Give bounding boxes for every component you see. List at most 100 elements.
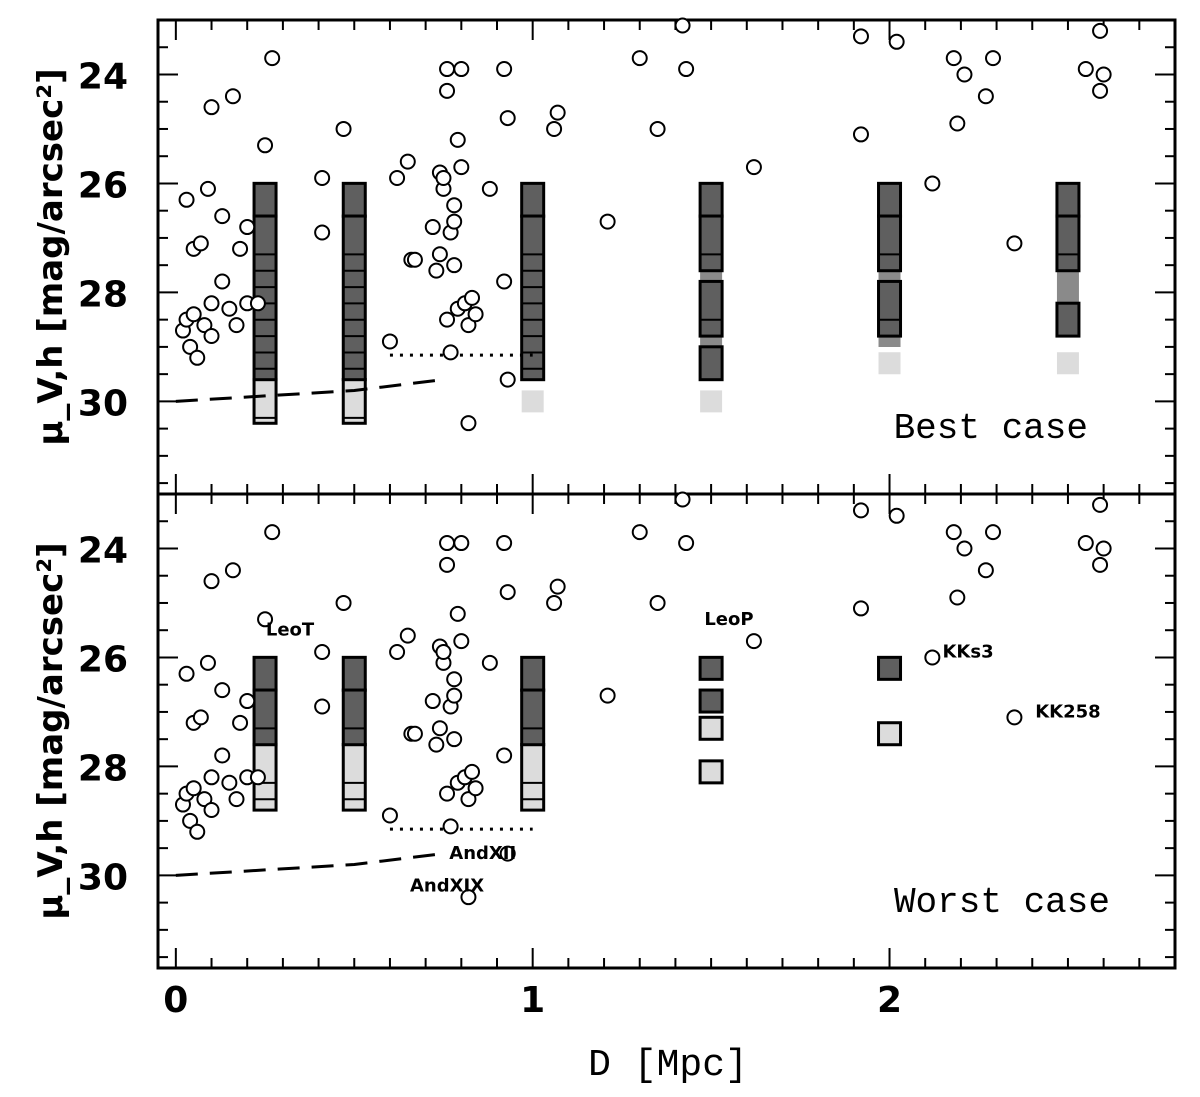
limit-box-dark [877, 279, 903, 338]
galaxy-point [467, 780, 484, 797]
limit-box-light [521, 390, 544, 413]
limit-box-dark [1055, 214, 1081, 273]
y-axis-label: μ_V,h [mag/arcsec²] [31, 542, 71, 919]
galaxy-point [499, 845, 516, 862]
galaxy-point [464, 289, 481, 306]
galaxy-point [446, 213, 463, 230]
galaxy-point [1092, 22, 1109, 39]
galaxy-point [446, 197, 463, 214]
limit-box-light [341, 743, 367, 812]
galaxy-point [381, 807, 398, 824]
galaxy-point [314, 644, 331, 660]
galaxy-point [257, 611, 274, 628]
galaxy-point [314, 170, 331, 186]
galaxy-point [224, 562, 241, 579]
galaxy-point [185, 780, 202, 797]
limit-box-dark [698, 214, 724, 273]
galaxy-point [228, 317, 245, 334]
galaxy-point [649, 594, 666, 611]
galaxy-point [499, 584, 516, 601]
limit-box-light [1056, 352, 1079, 375]
galaxy-point [985, 50, 1002, 67]
galaxy-point [924, 175, 941, 192]
galaxy-point [631, 524, 648, 541]
galaxy-point [196, 791, 213, 808]
galaxy-point [852, 502, 869, 519]
galaxy-point [178, 191, 195, 208]
galaxy-point [178, 665, 195, 682]
galaxy-point [314, 224, 331, 241]
y-tick-label: 30 [78, 857, 128, 898]
y-tick-label: 30 [78, 383, 128, 424]
galaxy-point [442, 344, 459, 361]
galaxy-label: KK258 [1035, 701, 1100, 722]
galaxy-point [232, 714, 249, 731]
galaxy-point [424, 693, 441, 710]
galaxy-point [199, 654, 216, 671]
galaxy-point [977, 562, 994, 579]
galaxy-point [481, 654, 498, 671]
galaxy-point [399, 153, 416, 170]
galaxy-point [1092, 496, 1109, 513]
y-tick-label: 28 [78, 274, 128, 315]
galaxy-point [221, 774, 238, 791]
galaxy-point [745, 159, 762, 176]
dashed-limit-line [175, 852, 444, 877]
galaxy-point [257, 137, 274, 154]
limit-box-dark [698, 688, 724, 714]
galaxy-point [406, 251, 423, 268]
x-axis-label: D [Mpc] [588, 1044, 748, 1087]
galaxy-point [314, 698, 331, 715]
bottom-panel: 24 26 28 30μ_V,h [mag/arcsec²] LeoT LeoP KKs3 K… [31, 491, 1175, 1021]
galaxy-point [381, 333, 398, 350]
galaxy-point [435, 644, 452, 660]
galaxy-point [239, 219, 256, 236]
galaxy-point [203, 769, 220, 786]
galaxy-point [1006, 235, 1023, 252]
galaxy-point [203, 328, 220, 344]
galaxy-point [449, 131, 466, 148]
galaxy-point [189, 823, 206, 840]
limit-box-dark [341, 181, 367, 218]
x-tick-label: 0 [163, 980, 188, 1021]
galaxy-point [649, 120, 666, 137]
galaxy-point [1092, 82, 1109, 99]
galaxy-point [1077, 535, 1094, 552]
galaxy-point [214, 747, 231, 764]
galaxy-point [1095, 66, 1112, 83]
bottom-panel-title: Worst case [894, 882, 1110, 923]
galaxy-point [745, 633, 762, 650]
galaxy-point [442, 818, 459, 835]
galaxy-point [1077, 61, 1094, 78]
galaxy-point [852, 126, 869, 143]
galaxy-point [439, 535, 456, 552]
galaxy-point [203, 802, 220, 818]
galaxy-point [924, 649, 941, 666]
galaxy-point [446, 671, 463, 688]
galaxy-point [460, 889, 477, 906]
galaxy-point [335, 120, 352, 137]
galaxy-point [674, 17, 691, 34]
limit-box-light [698, 715, 724, 741]
galaxy-point [446, 687, 463, 704]
galaxy-point [631, 50, 648, 67]
galaxy-point [852, 600, 869, 617]
limit-box-dark [252, 655, 278, 692]
galaxy-point [496, 747, 513, 764]
limit-box-light [878, 352, 901, 375]
galaxy-point [985, 524, 1002, 541]
limit-box-dark [698, 181, 724, 218]
limit-box-dark [341, 655, 367, 692]
y-tick-label: 24 [78, 530, 128, 571]
galaxy-point [439, 82, 456, 99]
galaxy-point [499, 371, 516, 388]
galaxy-point [446, 257, 463, 274]
galaxy-point [185, 306, 202, 323]
galaxy-point [182, 338, 199, 355]
galaxy-point [945, 50, 962, 67]
limit-box-dark [520, 688, 546, 747]
galaxy-point [228, 791, 245, 808]
galaxy-point [239, 693, 256, 710]
galaxy-point [264, 524, 281, 541]
